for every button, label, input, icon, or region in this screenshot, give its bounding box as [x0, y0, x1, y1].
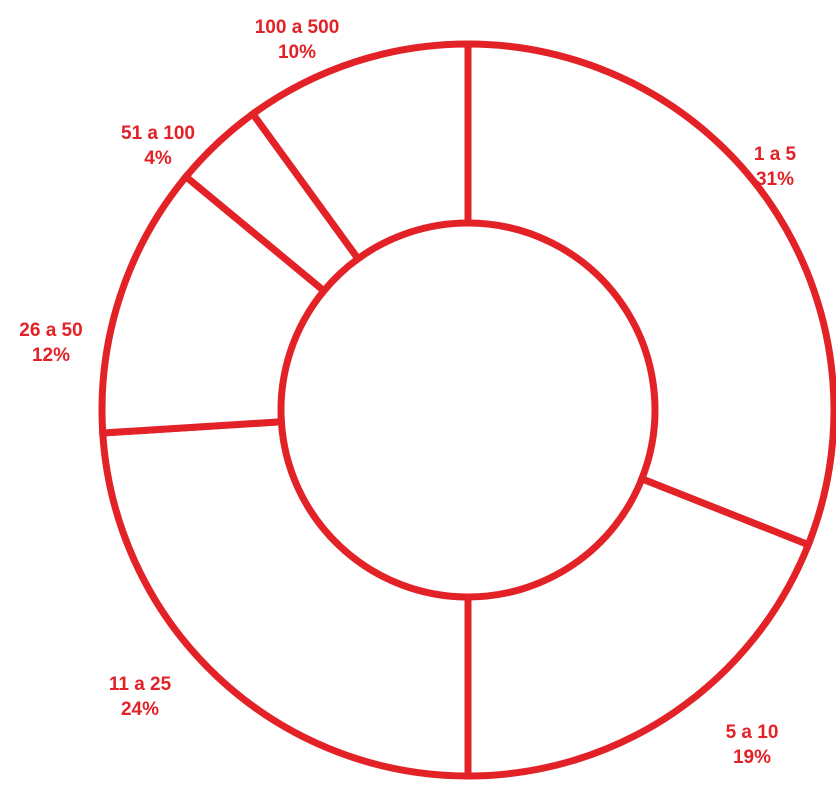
slice-label-100-a-500: 100 a 500 10% — [255, 17, 340, 63]
slice-label-11-a-25: 11 a 25 24% — [109, 674, 172, 720]
slice-1-a-5 — [464, 40, 836, 550]
slice-26-a-50 — [98, 171, 329, 437]
slice-category-label: 5 a 10 — [726, 722, 779, 743]
donut-labels: 1 a 5 31% 5 a 10 19% 11 a 25 24% 26 a 50 12% 51 … — [19, 17, 796, 768]
slice-label-5-a-10: 5 a 10 19% — [726, 722, 779, 768]
slice-value-label: 10% — [278, 42, 316, 63]
slice-label-26-a-50: 26 a 50 12% — [19, 320, 82, 366]
slice-5-a-10 — [464, 474, 813, 780]
slice-label-51-a-100: 51 a 100 4% — [121, 123, 195, 169]
slice-value-label: 12% — [32, 345, 70, 366]
donut-slices — [98, 40, 836, 780]
slice-category-label: 26 a 50 — [19, 320, 82, 341]
slice-category-label: 100 a 500 — [255, 17, 340, 38]
slice-value-label: 19% — [733, 747, 771, 768]
slice-value-label: 31% — [756, 169, 794, 190]
slice-value-label: 4% — [144, 148, 172, 169]
slice-category-label: 1 a 5 — [754, 144, 797, 165]
slice-100-a-500 — [247, 40, 472, 264]
slice-value-label: 24% — [121, 699, 159, 720]
slice-label-1-a-5: 1 a 5 31% — [754, 144, 797, 190]
slice-category-label: 11 a 25 — [109, 674, 172, 695]
slice-11-a-25 — [99, 418, 472, 780]
slice-category-label: 51 a 100 — [121, 123, 195, 144]
